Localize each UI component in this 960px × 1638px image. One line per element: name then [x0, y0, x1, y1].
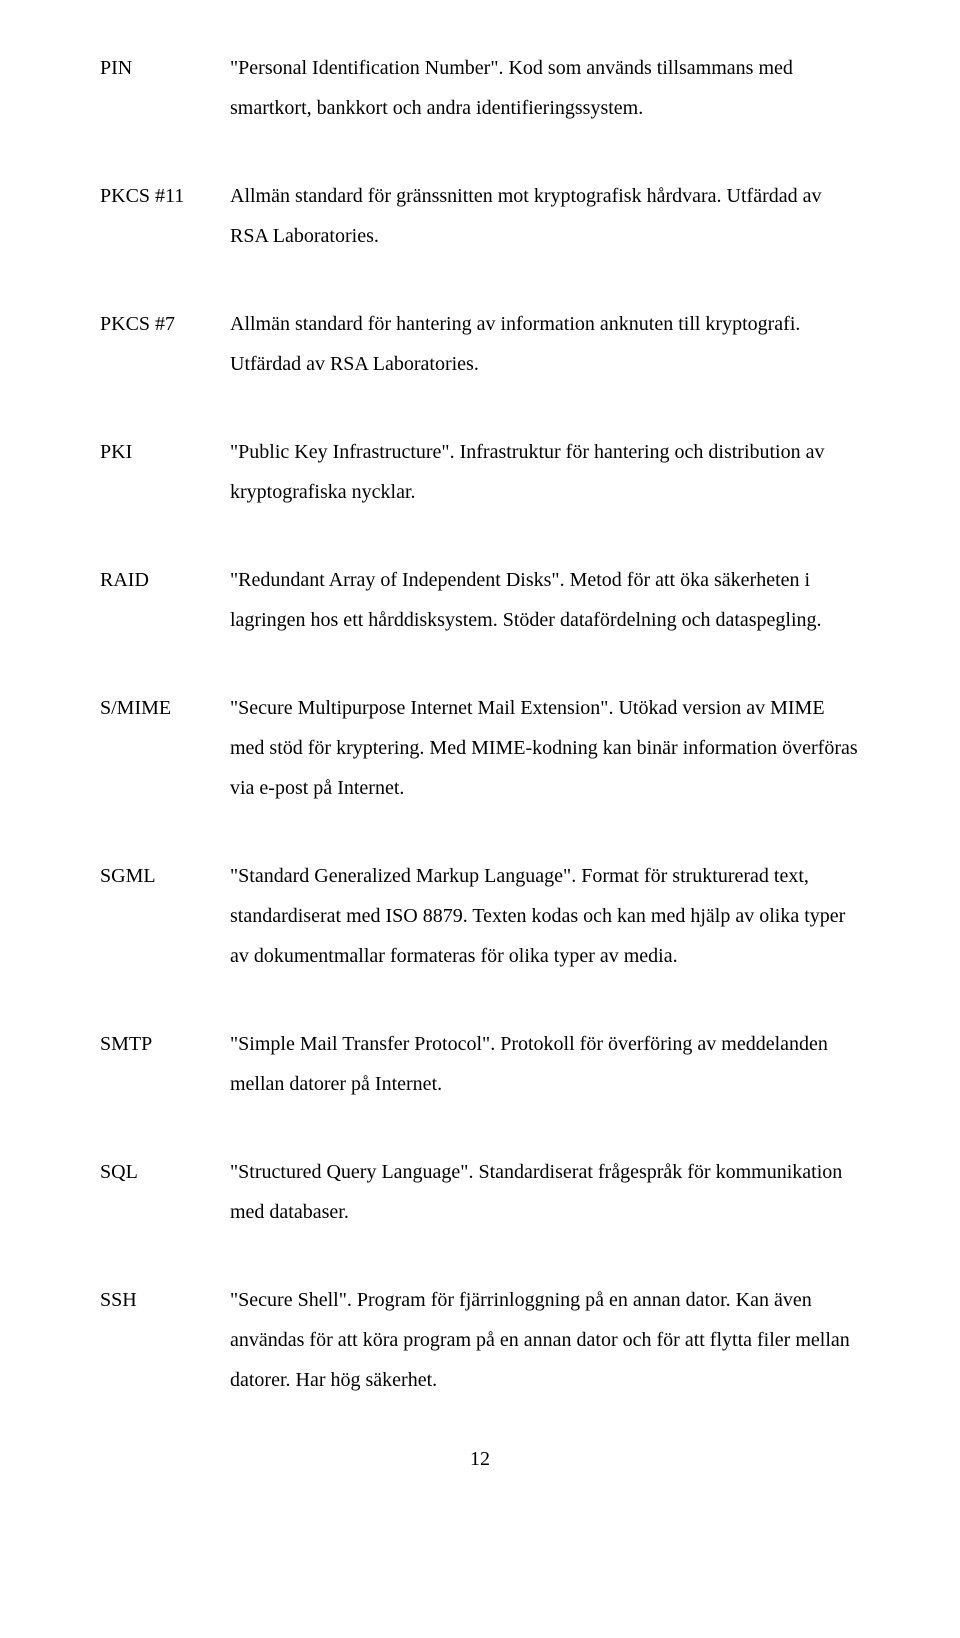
- glossary-entry: SMTP "Simple Mail Transfer Protocol". Pr…: [100, 1024, 860, 1104]
- glossary-entry: PKCS #7 Allmän standard för hantering av…: [100, 304, 860, 384]
- definition-text: Allmän standard för gränssnitten mot kry…: [230, 176, 860, 256]
- definition-text: "Standard Generalized Markup Language". …: [230, 856, 860, 976]
- term-label: PKCS #7: [100, 304, 230, 384]
- term-label: PKCS #11: [100, 176, 230, 256]
- definition-text: "Structured Query Language". Standardise…: [230, 1152, 860, 1232]
- glossary-entry: PKCS #11 Allmän standard för gränssnitte…: [100, 176, 860, 256]
- glossary-entry: PKI "Public Key Infrastructure". Infrast…: [100, 432, 860, 512]
- glossary-entry: SSH "Secure Shell". Program för fjärrinl…: [100, 1280, 860, 1400]
- term-label: PKI: [100, 432, 230, 512]
- term-label: SMTP: [100, 1024, 230, 1104]
- glossary-entry: SQL "Structured Query Language". Standar…: [100, 1152, 860, 1232]
- definition-text: "Secure Shell". Program för fjärrinloggn…: [230, 1280, 860, 1400]
- definition-text: Allmän standard för hantering av informa…: [230, 304, 860, 384]
- definition-text: "Simple Mail Transfer Protocol". Protoko…: [230, 1024, 860, 1104]
- definition-text: "Personal Identification Number". Kod so…: [230, 48, 860, 128]
- definition-text: "Secure Multipurpose Internet Mail Exten…: [230, 688, 860, 808]
- term-label: SSH: [100, 1280, 230, 1400]
- term-label: SGML: [100, 856, 230, 976]
- page-number: 12: [100, 1448, 860, 1471]
- glossary-entry: S/MIME "Secure Multipurpose Internet Mai…: [100, 688, 860, 808]
- glossary-entry: RAID "Redundant Array of Independent Dis…: [100, 560, 860, 640]
- glossary-entry: PIN "Personal Identification Number". Ko…: [100, 48, 860, 128]
- definition-text: "Redundant Array of Independent Disks". …: [230, 560, 860, 640]
- definition-text: "Public Key Infrastructure". Infrastrukt…: [230, 432, 860, 512]
- term-label: SQL: [100, 1152, 230, 1232]
- term-label: PIN: [100, 48, 230, 128]
- term-label: S/MIME: [100, 688, 230, 808]
- glossary-page: PIN "Personal Identification Number". Ko…: [0, 0, 960, 1531]
- term-label: RAID: [100, 560, 230, 640]
- glossary-entry: SGML "Standard Generalized Markup Langua…: [100, 856, 860, 976]
